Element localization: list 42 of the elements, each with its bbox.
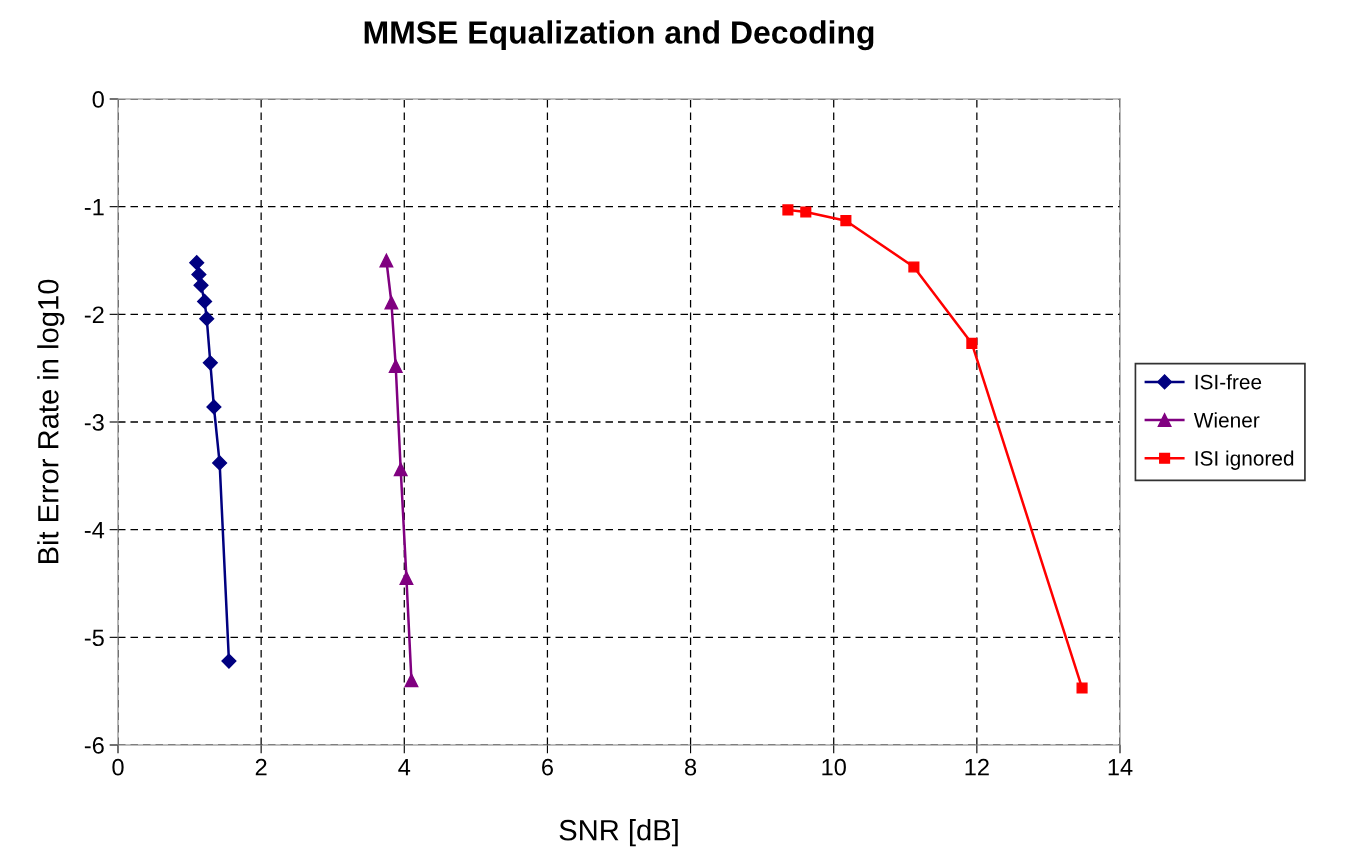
x-tick-label: 12 <box>965 758 989 776</box>
point <box>388 359 403 373</box>
point <box>206 399 222 415</box>
point <box>379 253 394 268</box>
y-tick-label: -1 <box>84 198 104 216</box>
point <box>404 673 419 688</box>
point <box>189 255 205 271</box>
point <box>840 215 852 227</box>
x-tick-label: 14 <box>1108 759 1133 776</box>
x-tick-label: 10 <box>822 758 846 776</box>
legend-label: ISI ignored <box>1195 450 1294 470</box>
point <box>966 337 978 349</box>
point <box>1076 682 1088 694</box>
y-axis-title: Bit Error Rate in log10 <box>37 279 65 564</box>
point <box>212 455 228 471</box>
x-tick-label: 8 <box>685 758 697 776</box>
y-tick-label: -3 <box>84 414 104 431</box>
point <box>221 653 237 669</box>
point <box>193 277 209 293</box>
point <box>199 311 215 327</box>
point <box>197 293 213 309</box>
point <box>191 266 207 283</box>
x-tick-label: 4 <box>398 759 411 776</box>
x-tick-label: 0 <box>112 758 124 776</box>
chart-title: MMSE Equalization and Decoding <box>364 20 874 51</box>
y-tick-label: -5 <box>84 629 104 647</box>
point <box>800 206 812 218</box>
y-tick-label: -4 <box>84 521 105 539</box>
point <box>393 462 408 477</box>
point <box>384 295 399 310</box>
x-axis-title: SNR [dB] <box>559 819 678 847</box>
legend-label: Wiener <box>1193 412 1260 428</box>
point <box>908 261 920 273</box>
point <box>782 204 794 216</box>
legend-label: ISI-free <box>1195 374 1262 390</box>
x-tick-label: 6 <box>542 758 553 776</box>
x-tick-label: 2 <box>255 758 267 776</box>
point <box>399 571 414 586</box>
y-tick-label: -2 <box>84 306 104 323</box>
y-tick-label: 0 <box>92 91 104 108</box>
point <box>202 355 218 371</box>
y-tick-label: -6 <box>84 737 104 754</box>
